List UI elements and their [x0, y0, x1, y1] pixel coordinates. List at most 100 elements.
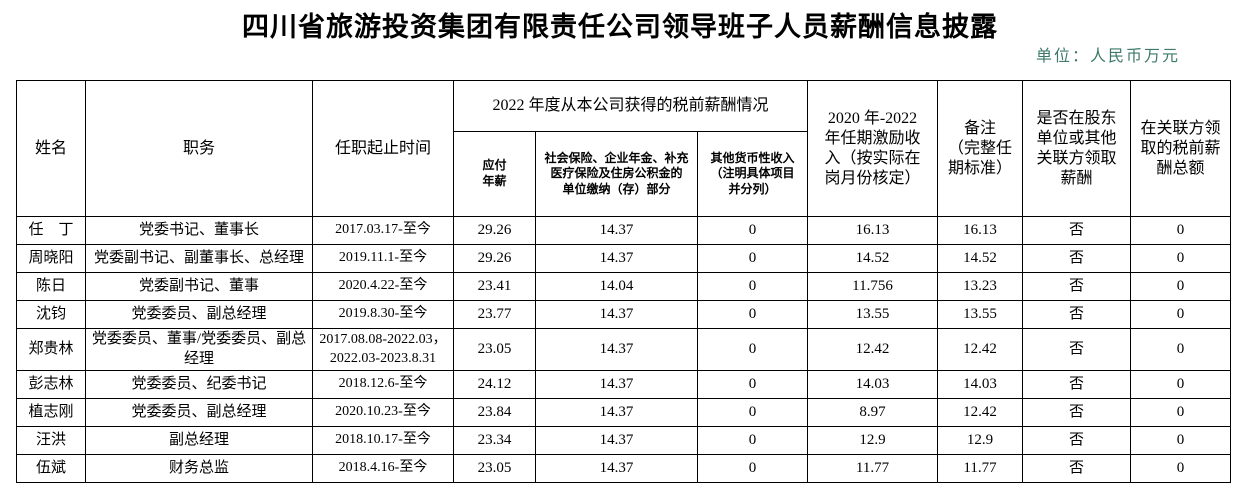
- cell-insurance-contribution: 14.37: [535, 216, 698, 245]
- cell-related-party-total: 0: [1130, 272, 1231, 301]
- cell-remark: 16.13: [937, 216, 1023, 245]
- cell-incentive-income: 12.42: [807, 328, 938, 371]
- cell-related-party-flag: 否: [1022, 426, 1131, 455]
- cell-incentive-income: 11.77: [807, 454, 938, 483]
- cell-related-party-flag: 否: [1022, 328, 1131, 371]
- cell-payable-salary: 29.26: [453, 244, 536, 273]
- cell-other-income: 0: [697, 216, 808, 245]
- cell-other-income: 0: [697, 244, 808, 273]
- cell-related-party-flag: 否: [1022, 216, 1131, 245]
- cell-payable-salary: 23.77: [453, 300, 536, 329]
- cell-term: 2020.4.22-至今: [312, 272, 454, 301]
- cell-incentive-income: 8.97: [807, 398, 938, 427]
- header-term: 任职起止时间: [312, 80, 454, 217]
- cell-related-party-flag: 否: [1022, 300, 1131, 329]
- header-incentive-income: 2020 年-2022 年任期激励收 入（按实际在 岗月份核定）: [807, 80, 938, 217]
- header-other-income: 其他货币性收入 （注明具体项目 并分列）: [697, 131, 808, 217]
- cell-related-party-total: 0: [1130, 398, 1231, 427]
- table-row: 植志刚 党委委员、副总经理 2020.10.23-至今 23.84 14.37 …: [16, 398, 1231, 427]
- cell-name: 陈日: [16, 272, 86, 301]
- cell-remark: 12.42: [937, 328, 1023, 371]
- table-body: 任 丁 党委书记、董事长 2017.03.17-至今 29.26 14.37 0…: [16, 216, 1231, 483]
- cell-name: 伍斌: [16, 454, 86, 483]
- header-position: 职务: [85, 80, 313, 217]
- cell-name: 郑贵林: [16, 328, 86, 371]
- cell-remark: 12.9: [937, 426, 1023, 455]
- cell-insurance-contribution: 14.04: [535, 272, 698, 301]
- cell-incentive-income: 13.55: [807, 300, 938, 329]
- page-title: 四川省旅游投资集团有限责任公司领导班子人员薪酬信息披露: [242, 12, 998, 42]
- salary-table: 姓名 职务 任职起止时间 2022 年度从本公司获得的税前薪酬情况 2020 年…: [16, 80, 1231, 483]
- cell-incentive-income: 14.52: [807, 244, 938, 273]
- cell-related-party-total: 0: [1130, 328, 1231, 371]
- cell-related-party-total: 0: [1130, 426, 1231, 455]
- cell-term: 2019.11.1-至今: [312, 244, 454, 273]
- cell-related-party-flag: 否: [1022, 370, 1131, 399]
- cell-payable-salary: 23.34: [453, 426, 536, 455]
- cell-incentive-income: 12.9: [807, 426, 938, 455]
- cell-remark: 13.23: [937, 272, 1023, 301]
- table-row: 郑贵林 党委委员、董事/党委委员、副总经理 2017.08.08-2022.03…: [16, 328, 1231, 371]
- cell-term: 2018.10.17-至今: [312, 426, 454, 455]
- cell-remark: 14.52: [937, 244, 1023, 273]
- cell-position: 党委副书记、副董事长、总经理: [85, 244, 313, 273]
- cell-name: 沈钧: [16, 300, 86, 329]
- table-row: 陈日 党委副书记、董事 2020.4.22-至今 23.41 14.04 0 1…: [16, 272, 1231, 301]
- cell-term: 2017.03.17-至今: [312, 216, 454, 245]
- table-row: 沈钧 党委委员、副总经理 2019.8.30-至今 23.77 14.37 0 …: [16, 300, 1231, 329]
- header-salary-2022-group: 2022 年度从本公司获得的税前薪酬情况: [453, 80, 808, 132]
- cell-name: 植志刚: [16, 398, 86, 427]
- cell-remark: 11.77: [937, 454, 1023, 483]
- cell-insurance-contribution: 14.37: [535, 300, 698, 329]
- cell-related-party-total: 0: [1130, 244, 1231, 273]
- header-related-party-total: 在关联方领 取的税前薪 酬总额: [1130, 80, 1231, 217]
- cell-other-income: 0: [697, 426, 808, 455]
- cell-position: 党委委员、副总经理: [85, 398, 313, 427]
- unit-label: 单位：人民币万元: [1035, 47, 1180, 65]
- cell-payable-salary: 23.05: [453, 454, 536, 483]
- table-row: 周晓阳 党委副书记、副董事长、总经理 2019.11.1-至今 29.26 14…: [16, 244, 1231, 273]
- cell-payable-salary: 23.84: [453, 398, 536, 427]
- cell-related-party-total: 0: [1130, 454, 1231, 483]
- cell-related-party-flag: 否: [1022, 272, 1131, 301]
- header-name: 姓名: [16, 80, 86, 217]
- cell-other-income: 0: [697, 454, 808, 483]
- cell-name: 汪洪: [16, 426, 86, 455]
- cell-payable-salary: 23.05: [453, 328, 536, 371]
- cell-position: 党委书记、董事长: [85, 216, 313, 245]
- cell-name: 周晓阳: [16, 244, 86, 273]
- cell-related-party-total: 0: [1130, 300, 1231, 329]
- table-row: 彭志林 党委委员、纪委书记 2018.12.6-至今 24.12 14.37 0…: [16, 370, 1231, 399]
- cell-term: 2020.10.23-至今: [312, 398, 454, 427]
- cell-insurance-contribution: 14.37: [535, 454, 698, 483]
- cell-related-party-flag: 否: [1022, 454, 1131, 483]
- cell-remark: 13.55: [937, 300, 1023, 329]
- header-insurance-contribution: 社会保险、企业年金、补充 医疗保险及住房公积金的 单位缴纳（存）部分: [535, 131, 698, 217]
- cell-position: 党委委员、纪委书记: [85, 370, 313, 399]
- cell-insurance-contribution: 14.37: [535, 328, 698, 371]
- cell-other-income: 0: [697, 398, 808, 427]
- header-remark: 备注 （完整任 期标准）: [937, 80, 1023, 217]
- cell-other-income: 0: [697, 272, 808, 301]
- cell-incentive-income: 11.756: [807, 272, 938, 301]
- table-header: 姓名 职务 任职起止时间 2022 年度从本公司获得的税前薪酬情况 2020 年…: [16, 80, 1231, 217]
- cell-payable-salary: 29.26: [453, 216, 536, 245]
- cell-remark: 14.03: [937, 370, 1023, 399]
- cell-incentive-income: 14.03: [807, 370, 938, 399]
- cell-remark: 12.42: [937, 398, 1023, 427]
- cell-position: 副总经理: [85, 426, 313, 455]
- cell-term: 2018.12.6-至今: [312, 370, 454, 399]
- cell-position: 党委委员、董事/党委委员、副总经理: [85, 328, 313, 371]
- cell-position: 财务总监: [85, 454, 313, 483]
- cell-other-income: 0: [697, 370, 808, 399]
- cell-term: 2018.4.16-至今: [312, 454, 454, 483]
- header-related-party-flag: 是否在股东 单位或其他 关联方领取 薪酬: [1022, 80, 1131, 217]
- cell-related-party-total: 0: [1130, 370, 1231, 399]
- header-payable-salary: 应付 年薪: [453, 131, 536, 217]
- cell-position: 党委副书记、董事: [85, 272, 313, 301]
- cell-position: 党委委员、副总经理: [85, 300, 313, 329]
- cell-other-income: 0: [697, 328, 808, 371]
- table-row: 伍斌 财务总监 2018.4.16-至今 23.05 14.37 0 11.77…: [16, 454, 1231, 483]
- cell-payable-salary: 23.41: [453, 272, 536, 301]
